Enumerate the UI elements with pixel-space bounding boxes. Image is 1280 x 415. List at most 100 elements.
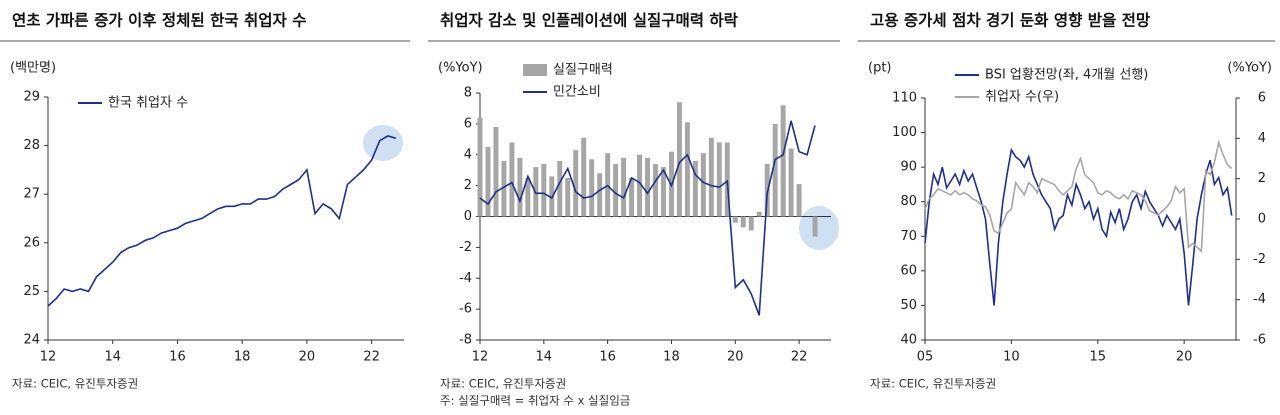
y-axis-label: (백만명) (10, 61, 56, 76)
legend-label: BSI 업황전망(좌, 4개월 선행) (985, 67, 1148, 83)
legend-label: 취업자 수(우) (985, 90, 1059, 105)
x-tick-label: 16 (169, 350, 186, 365)
bar (780, 105, 786, 217)
x-tick-label: 20 (1176, 350, 1193, 365)
legend-swatch (523, 64, 547, 76)
x-tick-label: 18 (663, 350, 680, 365)
bar (621, 157, 627, 217)
bar (509, 142, 515, 217)
bar (708, 137, 714, 217)
x-tick-label: 15 (1090, 350, 1107, 365)
x-tick-label: 20 (727, 350, 744, 365)
bar (525, 177, 531, 217)
y-tick-label: 8 (464, 86, 472, 101)
bar (501, 160, 507, 217)
source: 자료: CEIC, 유진투자증권 (12, 377, 138, 391)
bar (812, 216, 818, 237)
bar (557, 160, 563, 217)
bar (724, 142, 730, 217)
highlight (799, 206, 839, 250)
bar (589, 159, 595, 217)
bar (573, 150, 579, 217)
y-tick-label: 90 (900, 160, 917, 175)
y2-tick-label: 4 (1258, 131, 1266, 146)
y-tick-label: 28 (23, 138, 40, 153)
bar (581, 137, 587, 217)
y2-tick-label: -6 (1253, 333, 1266, 348)
bar (645, 157, 650, 217)
note: 주: 실질구매력 = 취업자 수 x 실질임금 (440, 394, 630, 408)
bar (485, 147, 491, 217)
bar (597, 173, 603, 217)
series-line (924, 147, 1233, 306)
bar (653, 164, 658, 217)
bar (477, 117, 483, 217)
y-axis-label: (pt) (868, 61, 892, 76)
y-tick-label: 4 (464, 147, 472, 162)
series-line (924, 139, 1233, 254)
y2-tick-label: 0 (1258, 212, 1266, 227)
y-tick-label: 100 (892, 125, 917, 140)
y-tick-label: -6 (459, 302, 472, 317)
y-tick-label: 2 (464, 178, 472, 193)
bar (692, 160, 698, 217)
bar (493, 126, 499, 217)
source: 자료: CEIC, 유진투자증권 (440, 377, 566, 391)
bar (756, 211, 762, 217)
bar (796, 184, 802, 217)
y-tick-label: -4 (459, 271, 472, 286)
series-line (47, 135, 397, 307)
y-tick-label: 27 (23, 187, 40, 202)
bar (716, 142, 722, 217)
legend-label: 실질구매력 (553, 63, 613, 78)
bar (740, 216, 746, 228)
legend-label: 민간소비 (553, 85, 601, 100)
x-tick-label: 22 (791, 350, 808, 365)
y-tick-label: 50 (900, 298, 917, 313)
bar (684, 122, 690, 217)
x-tick-label: 16 (599, 350, 616, 365)
y-tick-label: -2 (459, 240, 472, 255)
x-tick-label: 14 (536, 350, 553, 365)
y2-tick-label: 2 (1258, 171, 1266, 186)
chart-title: 고용 증가세 점차 경기 둔화 영향 받을 전망 (870, 11, 1151, 30)
bar (661, 167, 666, 217)
y-tick-label: 29 (23, 90, 40, 105)
bar (565, 177, 571, 217)
x-tick-label: 10 (1003, 350, 1020, 365)
source: 자료: CEIC, 유진투자증권 (870, 377, 996, 391)
y-tick-label: 80 (900, 194, 917, 209)
highlight (363, 125, 403, 161)
bar (629, 177, 635, 217)
bar (613, 164, 619, 217)
bar (748, 216, 754, 231)
y-tick-label: -8 (459, 333, 472, 348)
chart-title: 취업자 감소 및 인플레이션에 실질구매력 하락 (440, 11, 739, 30)
y-tick-label: 40 (900, 333, 917, 348)
x-tick-label: 12 (472, 350, 489, 365)
legend-label: 한국 취업자 수 (108, 96, 188, 111)
y-tick-label: 24 (23, 333, 40, 348)
bar (700, 153, 706, 217)
chart-title: 연초 가파른 증가 이후 정체된 한국 취업자 수 (12, 11, 306, 30)
x-tick-label: 12 (40, 350, 57, 365)
y-tick-label: 70 (900, 229, 917, 244)
x-tick-label: 20 (299, 350, 316, 365)
bar (637, 154, 643, 217)
x-tick-label: 05 (917, 350, 934, 365)
bar (772, 123, 778, 217)
bar (788, 148, 794, 217)
x-tick-label: 14 (104, 350, 121, 365)
y-tick-label: 110 (892, 91, 917, 106)
y-tick-label: 26 (23, 235, 40, 250)
bar (676, 102, 682, 217)
y-tick-label: 0 (464, 209, 472, 224)
x-tick-label: 22 (363, 350, 380, 365)
y2-tick-label: -4 (1253, 292, 1266, 307)
y2-tick-label: -2 (1253, 252, 1266, 267)
bar (732, 216, 738, 223)
y-tick-label: 60 (900, 263, 917, 278)
y-tick-label: 6 (464, 116, 472, 131)
y-tick-label: 25 (23, 284, 40, 299)
